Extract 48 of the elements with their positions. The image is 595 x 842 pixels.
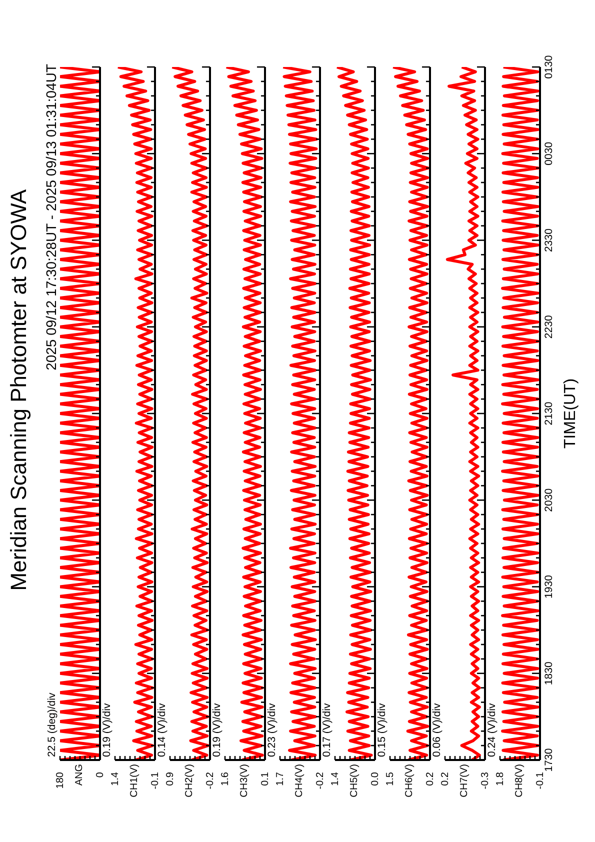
x-tick-label: 1.4 <box>110 772 120 786</box>
y-tick-label: 2130 <box>543 402 556 426</box>
x-tick-label: 1.4 <box>330 772 340 786</box>
text: 22.5 (deg)/div <box>46 692 58 757</box>
x-tick-label: 0.9 <box>164 772 176 786</box>
y-tick-label: 2030 <box>543 488 556 512</box>
x-tick-label: 1.6 <box>220 772 230 786</box>
text: CH7(V) <box>459 764 471 798</box>
y-axis-title: TIME(UT) <box>561 378 580 449</box>
text: CH3(V) <box>239 764 251 798</box>
y-tick-label: 1830 <box>543 662 556 686</box>
x-tick-label: 1.7 <box>274 772 286 786</box>
y-tick-label: 2230 <box>543 315 556 339</box>
x-tick-label: -0.1 <box>534 772 546 790</box>
text: Meridian Scanning Photomter at SYOWA <box>6 189 32 591</box>
text: CH2(V) <box>184 764 196 798</box>
y-tick-label: 2330 <box>543 228 556 252</box>
text: 2025 09/12 17:30:28UT - 2025 09/13 01:31:04UT <box>43 64 59 370</box>
text: 0.15 (V)/div <box>376 703 388 757</box>
x-tick-label: 0 <box>94 772 106 778</box>
x-tick-label: 180 <box>54 772 66 789</box>
x-tick-label: -0.1 <box>150 772 160 790</box>
y-tick-label: 1930 <box>543 574 556 598</box>
text: 0.19 (V)/div <box>211 703 223 757</box>
x-tick-label: 0.2 <box>424 772 436 786</box>
x-tick-label: 0.1 <box>260 772 270 786</box>
x-tick-label: 0.2 <box>440 772 450 786</box>
y-tick-label: 0130 <box>543 55 556 79</box>
text: 0.14 (V)/div <box>156 703 168 757</box>
text: 0.17 (V)/div <box>321 703 333 757</box>
text: CH4(V) <box>294 764 306 798</box>
text: CH5(V) <box>349 764 361 798</box>
x-tick-label: 1.5 <box>384 772 396 786</box>
text: 0.19 (V)/div <box>101 703 113 757</box>
text: CH6(V) <box>404 764 416 798</box>
x-tick-label: 0.0 <box>370 772 380 786</box>
text: CH1(V) <box>129 764 141 798</box>
text: 0.23 (V)/div <box>266 703 278 757</box>
x-tick-label: -0.3 <box>480 772 490 790</box>
x-tick-label: 1.8 <box>494 772 506 786</box>
x-tick-label: -0.2 <box>314 772 326 790</box>
text: 0.06 (V)/div <box>431 703 443 757</box>
y-tick-label: 0030 <box>543 142 556 166</box>
text: ANG <box>74 764 86 786</box>
text: 0.24 (V)/div <box>486 703 498 757</box>
y-tick-label: 1730 <box>543 748 556 772</box>
text: CH8(V) <box>514 764 526 798</box>
x-tick-label: -0.2 <box>204 772 216 790</box>
